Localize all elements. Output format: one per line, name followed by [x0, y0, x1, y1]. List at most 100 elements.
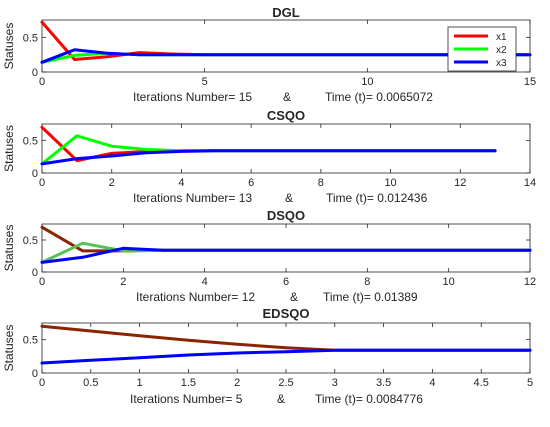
data-point-x3 [529, 54, 531, 56]
x-tick-label: 1.5 [181, 377, 196, 389]
data-point-x1 [236, 343, 238, 345]
data-point-x3 [320, 150, 322, 152]
legend: x1 x2 x3 [448, 27, 516, 71]
data-point-x3 [82, 256, 84, 258]
y-tick-label: 0 [32, 267, 38, 279]
data-point-x3 [285, 249, 287, 251]
data-point-x3 [244, 249, 246, 251]
data-point-x3 [390, 150, 392, 152]
data-point-x3 [355, 150, 357, 152]
data-point-x3 [106, 52, 108, 54]
data-point-x3 [432, 349, 434, 351]
data-point-x1 [111, 153, 113, 155]
x-tick-label: 0 [39, 177, 45, 189]
data-point-x3 [204, 249, 206, 251]
data-point-x3 [139, 54, 141, 56]
x-tick-label: 4.5 [474, 377, 489, 389]
plot-edsqo: EDSQO0 0.5 1 1.5 2 2.5 3 3.5 4 4.5 500.5StatusesIt… [2, 306, 533, 406]
y-tick-label: 0.5 [23, 32, 38, 44]
data-point-x1 [41, 226, 43, 228]
data-point-x2 [122, 250, 124, 252]
data-point-x3 [139, 357, 141, 359]
x-tick-label: 3.5 [376, 377, 391, 389]
x-tick-label: 4 [202, 276, 208, 288]
data-point-x3 [236, 352, 238, 354]
data-point-x3 [74, 49, 76, 51]
x-tick-label: 0 [39, 276, 45, 288]
data-point-x1 [90, 330, 92, 332]
plot-dgl: DGL 0 5 10 15 0 0.5 Statuses Iterations Number= … [2, 5, 536, 104]
y-tick-label: 0.5 [23, 135, 38, 147]
data-point-x1 [82, 250, 84, 252]
x-tick-label: 6 [248, 177, 254, 189]
data-point-x3 [76, 158, 78, 160]
data-point-x3 [480, 349, 482, 351]
data-point-x3 [188, 354, 190, 356]
x-tick-label: 2 [234, 377, 240, 389]
data-point-x3 [494, 150, 496, 152]
x-tick-label: 3 [332, 377, 338, 389]
data-point-x3 [171, 54, 173, 56]
plot-csqo: CSQO 0 2 4 6 8 10 12 14 0 0.5 Statuses Iterations Nu… [2, 108, 536, 205]
x-tick-label: 5 [527, 377, 533, 389]
data-point-x3 [334, 349, 336, 351]
legend-label-x1: x1 [496, 32, 507, 43]
data-point-x3 [204, 54, 206, 56]
data-point-x3 [181, 151, 183, 153]
data-point-x3 [383, 349, 385, 351]
data-point-x1 [41, 126, 43, 128]
plot-title: DGL [272, 5, 300, 20]
separator-ampersand: & [277, 392, 285, 406]
data-point-x3 [285, 150, 287, 152]
separator-ampersand: & [290, 290, 298, 304]
iterations-label: Iterations Number= 13 [133, 191, 252, 205]
y-tick-label: 0 [32, 67, 38, 79]
data-point-x3 [399, 54, 401, 56]
time-label: Time (t)= 0.01389 [323, 290, 418, 304]
data-point-x1 [139, 335, 141, 337]
plot-title: EDSQO [263, 306, 310, 321]
data-point-x2 [82, 242, 84, 244]
data-point-x3 [122, 247, 124, 249]
data-point-x3 [334, 54, 336, 56]
x-tick-label: 8 [318, 177, 324, 189]
x-tick-label: 10 [361, 76, 373, 88]
data-point-x3 [448, 249, 450, 251]
data-point-x3 [366, 249, 368, 251]
legend-label-x2: x2 [496, 45, 507, 56]
data-point-x3 [425, 150, 427, 152]
time-label: Time (t)= 0.012436 [326, 191, 428, 205]
plot-title: DSQO [267, 208, 305, 223]
y-tick-label: 0.5 [23, 235, 38, 247]
data-point-x2 [146, 149, 148, 151]
data-point-x1 [41, 21, 43, 23]
data-point-x3 [215, 150, 217, 152]
data-point-x3 [459, 150, 461, 152]
axes-box [42, 124, 530, 173]
data-point-x1 [41, 325, 43, 327]
data-point-x2 [74, 54, 76, 56]
data-point-x3 [41, 163, 43, 165]
data-point-x3 [250, 150, 252, 152]
y-tick-label: 0 [32, 368, 38, 380]
y-axis-label: Statuses [2, 225, 16, 272]
iterations-label: Iterations Number= 15 [133, 90, 252, 104]
iterations-label: Iterations Number= 5 [130, 392, 243, 406]
y-tick-label: 0 [32, 168, 38, 180]
data-point-x3 [111, 155, 113, 157]
x-tick-label: 10 [384, 177, 396, 189]
x-tick-label: 12 [524, 276, 536, 288]
x-tick-label: 2.5 [278, 377, 293, 389]
data-point-x3 [41, 61, 43, 63]
y-axis-label: Statuses [2, 125, 16, 172]
data-point-x3 [146, 152, 148, 154]
y-axis-label: Statuses [2, 325, 16, 372]
x-tick-label: 12 [454, 177, 466, 189]
separator-ampersand: & [285, 191, 293, 205]
plot-title: CSQO [267, 108, 305, 123]
x-tick-label: 5 [202, 76, 208, 88]
y-tick-label: 0.5 [23, 335, 38, 347]
data-point-x3 [90, 359, 92, 361]
data-point-x3 [285, 351, 287, 353]
